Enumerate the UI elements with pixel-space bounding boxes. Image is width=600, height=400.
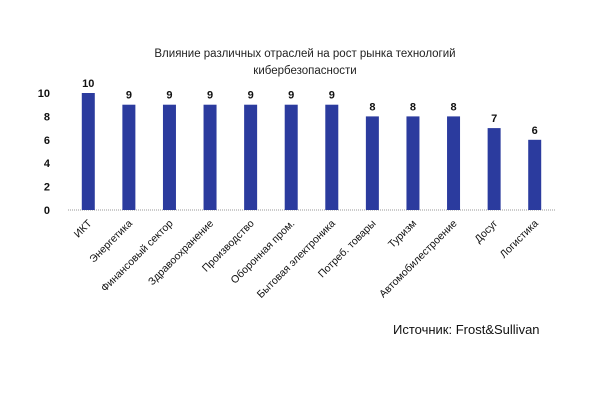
data-label: 9 (207, 90, 213, 102)
category-label: Финансовый сектор (99, 218, 176, 295)
y-tick-label: 8 (44, 111, 50, 123)
data-label: 9 (126, 90, 132, 102)
category-label: Туризм (386, 218, 419, 251)
bar (447, 116, 461, 210)
chart-title-line-2: кибербезопасности (253, 65, 356, 77)
category-label: Бытовая электроника (255, 218, 338, 301)
data-label: 7 (491, 113, 497, 125)
bar (487, 128, 501, 210)
y-tick-label: 2 (44, 182, 50, 194)
bar (162, 104, 176, 210)
category-label: ИКТ (72, 217, 95, 240)
y-tick-label: 0 (44, 205, 50, 217)
bar (325, 104, 339, 210)
bar (284, 104, 298, 210)
data-label: 8 (410, 101, 416, 113)
y-tick-label: 6 (44, 135, 50, 147)
category-label: Досуг (472, 218, 500, 246)
category-label: Автомобилестроение (377, 218, 460, 301)
bar (122, 104, 136, 210)
data-label: 8 (450, 101, 456, 113)
data-label: 9 (248, 90, 254, 102)
data-label: 6 (532, 125, 538, 137)
bar (81, 93, 95, 210)
bars-group (81, 93, 542, 210)
data-labels-group: 10 9 9 9 9 9 9 8 8 8 7 6 (82, 78, 538, 137)
y-axis-ticks: 0 2 4 6 8 10 (38, 88, 51, 217)
bar (365, 116, 379, 210)
y-tick-label: 4 (44, 158, 51, 170)
bar (203, 104, 217, 210)
data-label: 9 (329, 90, 335, 102)
data-label: 9 (288, 90, 294, 102)
bar (406, 116, 420, 210)
bar (244, 104, 258, 210)
chart-title-line-1: Влияние различных отраслей на рост рынка… (154, 48, 455, 60)
data-label: 9 (166, 90, 172, 102)
bar (528, 139, 542, 210)
data-label: 10 (82, 78, 94, 90)
y-tick-label: 10 (38, 88, 50, 100)
category-label: Логистика (498, 218, 541, 261)
data-label: 8 (369, 101, 375, 113)
source-note: Источник: Frost&Sullivan (393, 322, 540, 337)
